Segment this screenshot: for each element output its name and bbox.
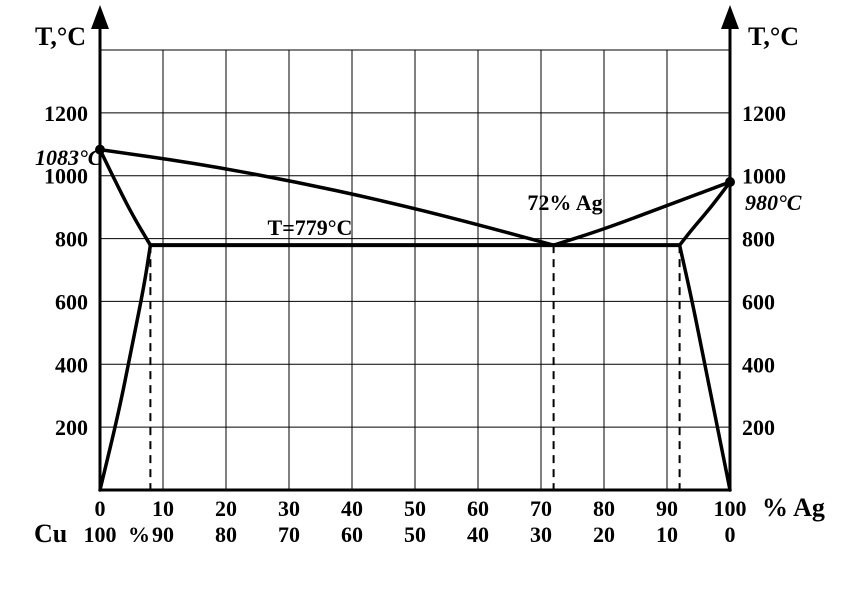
y-axis-title-right: T,°C <box>748 22 799 51</box>
annotation-eutectic_t: T=779°C <box>268 215 353 240</box>
y-tick-label-left: 600 <box>55 289 88 314</box>
point-ag-mp <box>725 177 735 187</box>
x-tick-label-cu: 30 <box>530 522 552 547</box>
y-tick-label-right: 400 <box>742 352 775 377</box>
x-tick-label-ag: 100 <box>714 496 747 521</box>
y-axis-title-left: T,°C <box>35 22 86 51</box>
x-axis-percent: % <box>128 522 150 547</box>
x-tick-label-ag: 40 <box>341 496 363 521</box>
phase-diagram-chart: 2002004004006006008008001000100012001200… <box>0 0 846 600</box>
x-axis-ag-label: % Ag <box>762 493 825 522</box>
y-tick-label-right: 200 <box>742 415 775 440</box>
x-tick-label-cu: 40 <box>467 522 489 547</box>
y-tick-label-right: 1000 <box>742 164 786 189</box>
y-tick-label-left: 400 <box>55 352 88 377</box>
x-tick-label-cu: 100 <box>84 522 117 547</box>
x-tick-label-ag: 70 <box>530 496 552 521</box>
x-tick-label-cu: 10 <box>656 522 678 547</box>
x-tick-label-ag: 0 <box>95 496 106 521</box>
x-tick-label-cu: 80 <box>215 522 237 547</box>
x-tick-label-ag: 20 <box>215 496 237 521</box>
x-axis-cu-label: Cu <box>34 519 67 548</box>
x-tick-label-ag: 10 <box>152 496 174 521</box>
x-tick-label-ag: 50 <box>404 496 426 521</box>
annotation-ag_mp: 980°C <box>745 190 802 215</box>
y-tick-label-right: 800 <box>742 227 775 252</box>
x-tick-label-cu: 90 <box>152 522 174 547</box>
x-tick-label-cu: 50 <box>404 522 426 547</box>
x-tick-label-cu: 0 <box>725 522 736 547</box>
y-tick-label-right: 600 <box>742 289 775 314</box>
y-tick-label-left: 200 <box>55 415 88 440</box>
x-tick-label-cu: 70 <box>278 522 300 547</box>
x-tick-label-ag: 90 <box>656 496 678 521</box>
y-tick-label-left: 1200 <box>44 101 88 126</box>
y-tick-label-left: 800 <box>55 227 88 252</box>
x-tick-label-cu: 20 <box>593 522 615 547</box>
x-tick-label-ag: 30 <box>278 496 300 521</box>
annotation-cu_mp: 1083°C <box>35 145 103 170</box>
x-tick-label-cu: 60 <box>341 522 363 547</box>
x-tick-label-ag: 60 <box>467 496 489 521</box>
x-tick-label-ag: 80 <box>593 496 615 521</box>
y-tick-label-right: 1200 <box>742 101 786 126</box>
annotation-eutectic_c: 72% Ag <box>527 190 602 215</box>
